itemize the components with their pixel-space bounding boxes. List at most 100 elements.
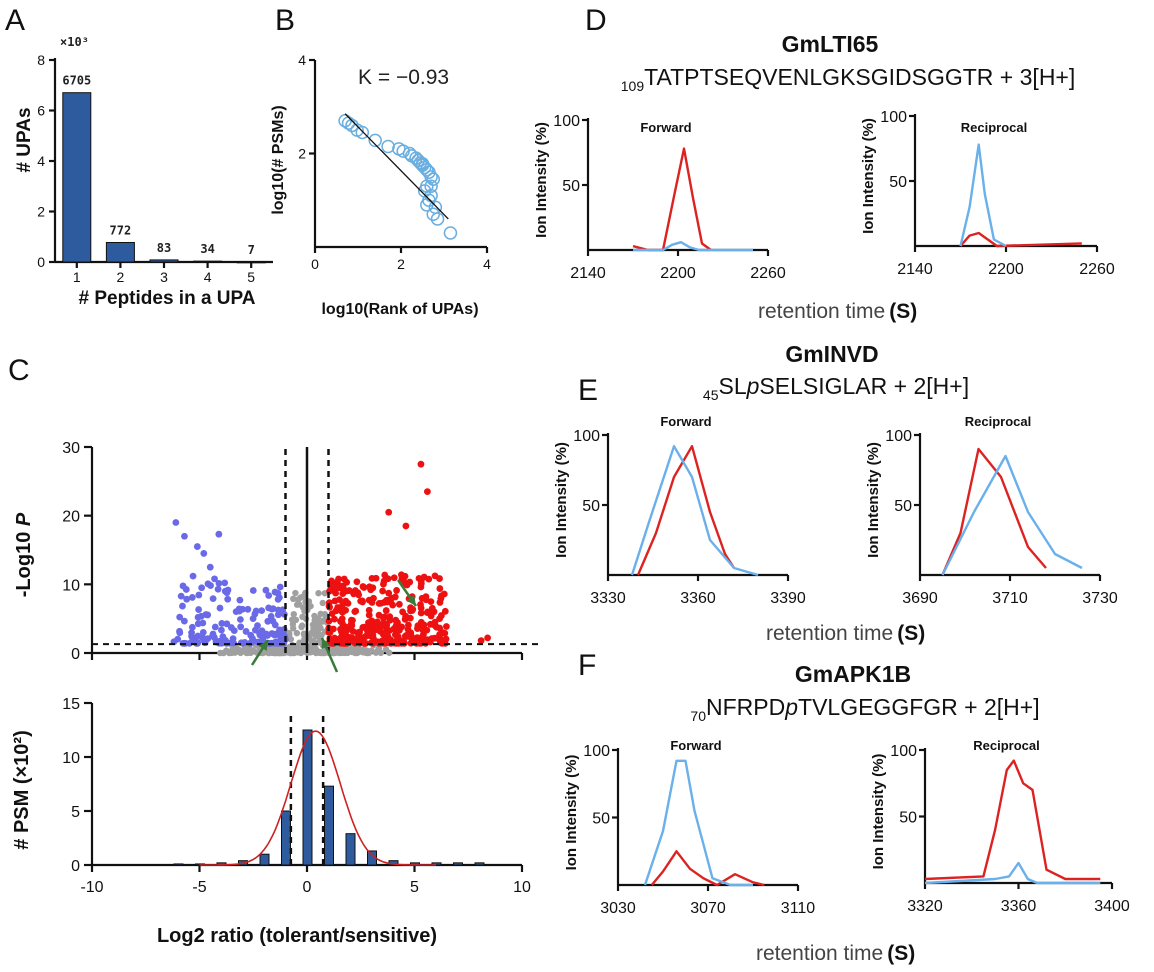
chart-c-volcano-up-point [436,585,444,592]
chart-c-volcano-ns-point [287,649,294,657]
chart-c-volcano-up-point [437,595,445,603]
chart-c-volcano-ns-point [250,647,257,654]
chart-a-data-label: 6705 [62,74,91,88]
chart-e-forward-series-blue [630,445,759,577]
chart-c-volcano-up-point [441,629,449,637]
panel-d-rt-label: retention time (S) [758,300,917,323]
chart-b-point [355,125,370,140]
panel-letter-b: B [275,4,295,37]
chart-c-volcano-down-point [215,530,223,538]
chart-c-volcano-down-point [242,628,250,635]
chart-c-volcano-down-point [218,626,225,634]
chart-d-reciprocal-xtick-label: 2260 [1079,261,1115,278]
chart-f-forward-ytick-label: 50 [592,811,610,828]
chart-c-volcano-up-point [384,575,392,583]
chart-c-volcano-ns-point [344,649,351,656]
chart-b-xtick-label: 0 [311,256,319,272]
chart-c-volcano-ns-point [307,642,314,649]
chart-c-volcano-down-point [249,587,257,594]
chart-d-reciprocal-ylabel: Ion Intensity (%) [860,118,877,234]
chart-e-forward-ylabel: Ion Intensity (%) [553,442,570,558]
chart-c-volcano-down-point [199,619,207,627]
chart-c-volcano-up-point [363,624,370,632]
chart-b-ytick-label: 2 [298,146,306,162]
chart-c-volcano-down-point [274,639,282,647]
chart-c-volcano-down-point [189,572,197,580]
chart-c-volcano-up-point [395,600,403,608]
chart-c-volcano-up-point [382,607,390,614]
chart-c-volcano-down-point [237,616,244,623]
chart-a-bar [62,92,92,263]
chart-c-volcano-up-point [402,522,410,530]
chart-f-reciprocal-ytick-label: 100 [890,743,917,760]
chart-e-forward-xtick-label: 3330 [590,590,626,607]
chart-f-reciprocal-xtick-label: 3400 [1094,898,1130,915]
chart-c-hist-bar [324,785,334,866]
panel-e-rt-label: retention time (S) [766,622,925,645]
chart-b-point [428,200,443,215]
chart-c-volcano-ns-point [290,610,297,618]
chart-c-volcano-down-point [268,630,276,637]
chart-c-volcano-down-point [249,636,257,644]
panel-e-rt-unit: (S) [897,622,925,645]
chart-c-volcano-down-point [222,637,229,644]
chart-c-volcano-ns-point [315,589,322,597]
chart-c-volcano-down-point [181,532,188,540]
chart-c-volcano-down-point [268,605,276,613]
panel-d-seq-main: TATPTSEQVENLGKSGIDSGGTR [644,64,993,90]
chart-c-hist-xtick-label: -10 [80,879,103,896]
chart-c-ylabel-main: -Log10 [13,526,35,597]
chart-c-volcano-up-point [436,637,444,645]
chart-c-volcano-down-point [199,628,207,636]
panel-e-seq-b: SELSIGLAR [759,373,887,399]
chart-c-volcano-up-point [436,624,444,632]
chart-c-volcano-down-point [244,605,252,613]
chart-c-volcano-up-point [332,589,340,597]
chart-b-point [426,207,440,222]
chart-c-volcano-up-point [379,587,387,595]
panel-f-seq-a: NFRPD [706,694,785,720]
panel-d-rt-text: retention time [758,300,885,323]
chart-c-volcano-down-point [209,595,217,603]
chart-c-volcano-ns-point [290,595,297,603]
chart-a-data-label: 772 [110,224,132,238]
chart-c-volcano-up-point [368,599,376,606]
chart-d-forward-xtick-label: 2140 [570,265,606,282]
chart-c-hist-bar [474,862,485,866]
chart-c-volcano-down-point [227,624,235,631]
chart-c-volcano-up-point [342,627,350,635]
chart-b-point [430,212,445,226]
chart-c-hist-bar [345,833,356,866]
chart-c-volcano-up-point [417,604,425,612]
chart-c-volcano-ns-point [299,613,306,621]
chart-c-volcano-up-point [382,620,390,628]
chart-d-forward-xtick-label: 2260 [750,265,786,282]
panel-f-sequence: 70NFRPDpTVLGEGGFGR + 2[H+] [690,694,1039,724]
chart-d-reciprocal-series-red [959,231,1082,248]
chart-f-forward-series-red [650,850,765,887]
chart-f-forward-ytick-label: 100 [583,743,610,760]
chart-c-hist-ytick-label: 0 [71,858,80,875]
chart-c-volcano-ns-point [292,589,299,597]
chart-c-volcano-down-point [258,627,266,635]
chart-c-volcano-up-point [417,577,425,585]
chart-a-ytick-label: 0 [37,254,45,270]
chart-c-volcano-ns-point [289,625,297,632]
chart-c-volcano-up-point [424,488,431,496]
chart-c-volcano-down-point [180,617,188,625]
panel-e-sequence: 45SLpSELSIGLAR + 2[H+] [703,373,969,403]
chart-e-forward-label: Forward [660,414,711,429]
panel-e-seq-a: SL [718,373,746,399]
panel-e-seq-p: p [746,373,760,399]
chart-c-volcano-up-point [365,611,373,619]
chart-a-data-label: 7 [248,243,255,257]
chart-e-reciprocal-xtick-label: 3710 [992,590,1028,607]
panel-f-seq-b: TVLGEGGFGR [798,694,958,720]
chart-b-point [415,157,430,171]
chart-d-forward-xtick-label: 2200 [660,265,696,282]
chart-c-volcano-down-point [176,627,183,635]
chart-c-volcano-up-point [331,615,338,623]
chart-c-volcano-up-point [383,596,390,604]
chart-e-forward-xtick-label: 3390 [770,590,806,607]
chart-c-volcano-down-point [190,635,198,642]
